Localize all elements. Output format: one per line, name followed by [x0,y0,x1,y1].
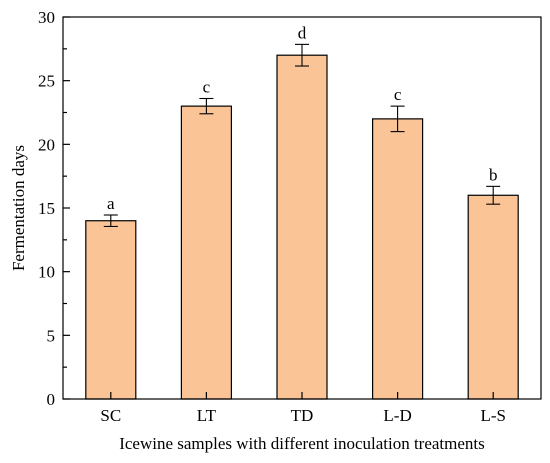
y-tick-label: 30 [38,8,55,27]
x-axis-label: Icewine samples with different inoculati… [119,434,485,453]
x-axis-ticks: SC LT TD L-D L-S [100,392,506,425]
y-tick-label: 25 [38,72,55,91]
y-tick-label: 0 [47,390,56,409]
plot-marks: a c d c b [85,23,519,400]
y-tick-label: 15 [38,199,55,218]
x-tick-label: L-S [480,406,506,425]
y-axis-label: Fermentation days [9,145,28,271]
significance-label: c [203,77,211,96]
plot-frame [62,16,542,400]
bar-l-s [467,194,519,400]
significance-label: b [489,165,498,184]
x-tick-label: SC [100,406,121,425]
x-tick-label: LT [197,406,217,425]
bar-l-d [372,118,424,400]
significance-label: d [298,23,307,42]
significance-label: c [394,85,402,104]
y-tick-label: 10 [38,263,55,282]
bar-td [276,54,328,400]
y-tick-label: 20 [38,135,55,154]
bar-lt [180,105,232,400]
y-axis-ticks: 0 5 10 15 20 25 30 [38,8,70,409]
y-tick-label: 5 [47,326,56,345]
significance-label: a [107,194,115,213]
bar-sc [85,220,137,400]
x-tick-label: TD [291,406,314,425]
x-tick-label: L-D [383,406,411,425]
